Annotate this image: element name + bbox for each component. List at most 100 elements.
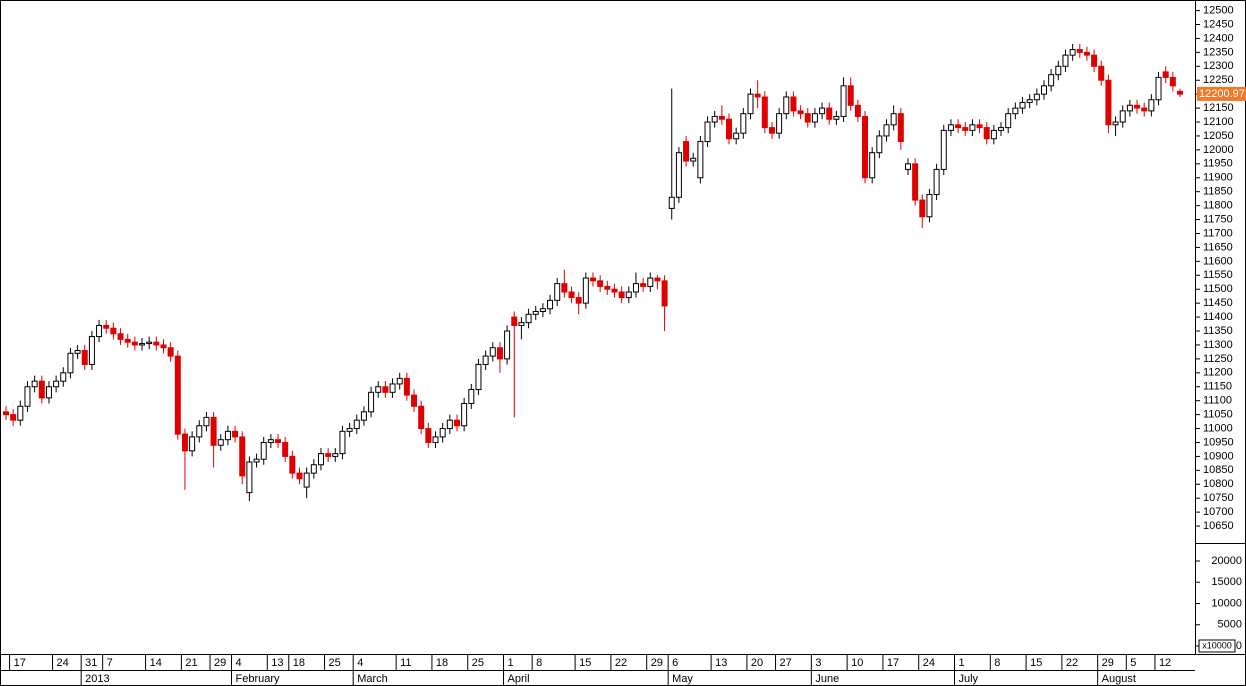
x-tick-label: 1 (959, 657, 965, 669)
candle-body (597, 280, 604, 287)
candle-body (453, 419, 460, 427)
candle-body (3, 411, 9, 416)
y-tick-label: 12350 (1203, 46, 1234, 58)
candle-body (31, 380, 38, 388)
x-tick-label: 18 (293, 657, 305, 669)
x-tick-label: 20 (751, 657, 763, 669)
y-tick-label: 11400 (1203, 311, 1233, 323)
y-tick-label: 12100 (1203, 116, 1234, 128)
y-tick-label: 10650 (1203, 520, 1234, 532)
candle-body (711, 115, 718, 123)
y-tick-label: 11250 (1203, 353, 1233, 365)
candle-body (704, 121, 711, 143)
candle-body (618, 291, 625, 299)
candle-body (1119, 110, 1126, 123)
candle-body (933, 168, 940, 195)
candle-body (876, 135, 883, 154)
candle-body (1083, 51, 1090, 56)
candle-body (554, 283, 561, 301)
y-tick-label: 11100 (1203, 395, 1232, 407)
candle-body (740, 113, 747, 134)
y-tick-label: 12250 (1203, 74, 1234, 86)
candle-body (647, 277, 654, 287)
candle-body (539, 308, 546, 313)
candle-body (267, 439, 274, 443)
y-tick-label: 11500 (1203, 283, 1233, 295)
candle-body (1033, 93, 1040, 101)
x-tick-label: 29 (651, 657, 663, 669)
candle-body (189, 436, 196, 452)
candle-body (425, 428, 432, 443)
x-tick-label: 24 (923, 657, 935, 669)
candle-body (339, 430, 346, 455)
candle-body (940, 129, 947, 170)
candle-body (432, 436, 439, 443)
candle-body (926, 193, 933, 218)
last-price-label: 12200.97 (1199, 88, 1245, 100)
candle-body (511, 316, 518, 326)
x-tick-label: 31 (85, 657, 97, 669)
candle-body (382, 386, 389, 393)
candle-body (1177, 90, 1183, 95)
candle-body (990, 129, 997, 140)
candle-body (110, 327, 117, 335)
y-tick-label: 10900 (1203, 450, 1234, 462)
month-label: June (815, 673, 839, 685)
candle-body (1026, 99, 1033, 104)
candle-body (10, 414, 17, 421)
x-tick-label: 29 (1102, 657, 1114, 669)
x-tick-label: 21 (185, 657, 197, 669)
candle-body (210, 416, 217, 446)
x-tick-label: 1 (508, 657, 514, 669)
x-tick-label: 3 (815, 657, 821, 669)
candle-body (203, 416, 210, 427)
candle-body (1048, 74, 1055, 87)
candle-body (375, 386, 382, 393)
candle-body (897, 113, 904, 143)
month-label: July (959, 673, 979, 685)
candle-body (611, 288, 618, 293)
candle-body (275, 439, 282, 443)
month-label: April (508, 673, 530, 685)
candle-body (360, 411, 367, 421)
candle-body (253, 458, 260, 463)
candle-body (303, 472, 310, 488)
candle-body (1112, 121, 1119, 126)
y-tick-label: 12450 (1203, 18, 1234, 30)
x-tick-label: 25 (472, 657, 484, 669)
candle-body (81, 350, 88, 365)
y-tick-label: 11550 (1203, 269, 1233, 281)
volume-tick-label: 10000 (1211, 597, 1242, 609)
x-tick-label: 15 (1030, 657, 1042, 669)
candle-body (919, 199, 926, 218)
candle-body (67, 352, 74, 374)
candle-body (869, 152, 876, 179)
candle-body (45, 386, 52, 399)
x-tick-label: 8 (536, 657, 542, 669)
candle-body (568, 291, 575, 299)
candle-body (146, 341, 153, 345)
candle-body (654, 277, 661, 282)
candle-body (947, 124, 954, 131)
candle-body (525, 313, 532, 324)
volume-tick-label: 20000 (1211, 555, 1242, 567)
candle-body (1005, 113, 1012, 129)
candle-body (547, 299, 554, 310)
candle-body (776, 113, 783, 134)
candle-body (797, 110, 804, 115)
candle-body (217, 439, 224, 446)
candle-body (504, 330, 511, 360)
x-tick-label: 5 (1130, 657, 1136, 669)
candle-body (862, 115, 869, 179)
candle-body (1169, 76, 1176, 87)
x-tick-label: 17 (14, 657, 26, 669)
x-tick-label: 4 (357, 657, 363, 669)
candle-body (532, 311, 539, 315)
candle-body (446, 419, 453, 430)
candle-body (632, 283, 639, 293)
candle-body (582, 277, 589, 304)
candle-body (24, 386, 31, 407)
y-tick-label: 11650 (1203, 241, 1233, 253)
candle-body (260, 441, 267, 460)
